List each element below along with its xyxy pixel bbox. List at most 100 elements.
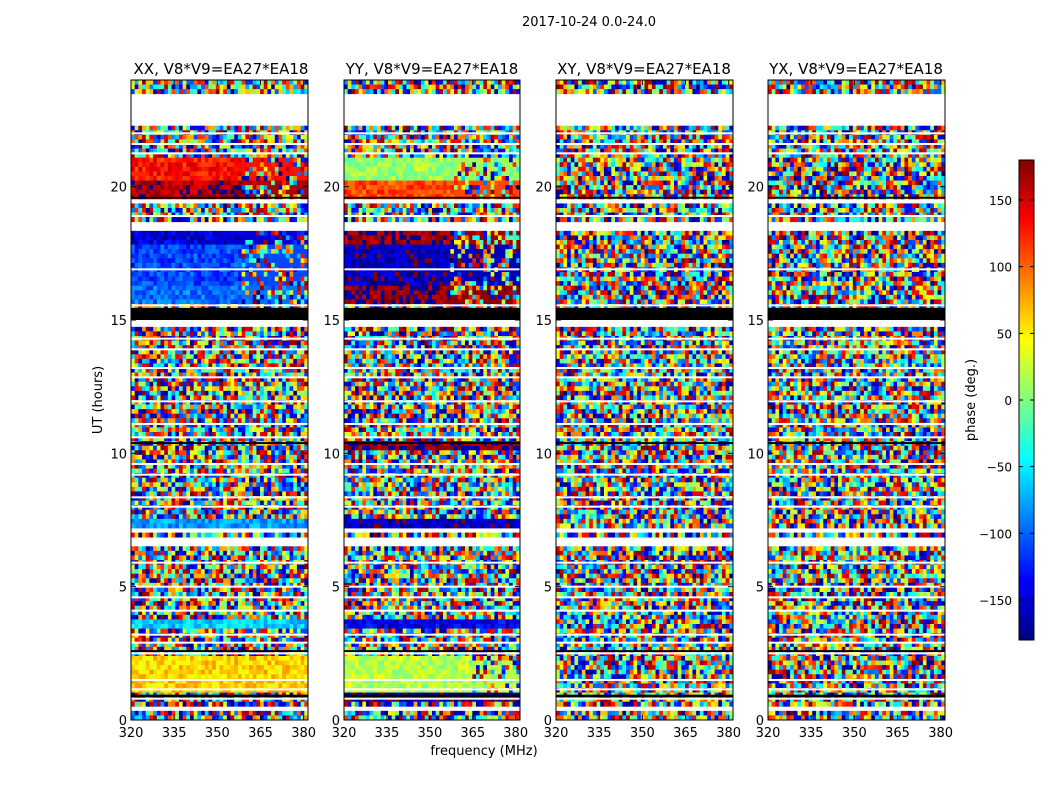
heat-cell: [161, 126, 165, 131]
heat-cell: [157, 249, 161, 254]
heat-cell: [157, 181, 161, 186]
heat-cell: [231, 176, 235, 181]
heat-cell: [161, 167, 165, 172]
heat-cell: [234, 135, 238, 140]
heat-cell: [297, 240, 301, 245]
heat-cell: [168, 80, 172, 85]
heat-cell: [220, 126, 224, 131]
heat-cell: [161, 235, 165, 240]
heat-cell: [208, 80, 212, 85]
heat-cell: [146, 240, 150, 245]
heat-cell: [161, 176, 165, 181]
heat-cell: [234, 162, 238, 167]
heat-cell: [149, 167, 153, 172]
heat-cell: [286, 85, 290, 90]
heat-cell: [138, 89, 142, 94]
heat-cell: [216, 217, 220, 222]
heat-cell: [216, 231, 220, 236]
heat-cell: [146, 245, 150, 250]
heat-cell: [279, 217, 283, 222]
heat-cell: [197, 217, 201, 222]
heat-cell: [301, 162, 305, 167]
heat-cell: [164, 89, 168, 94]
heat-cell: [131, 162, 135, 167]
heat-cell: [135, 208, 139, 213]
heat-cell: [142, 245, 146, 250]
heat-cell: [186, 249, 190, 254]
heat-cell: [157, 126, 161, 131]
heat-cell: [282, 231, 286, 236]
heat-cell: [279, 203, 283, 208]
heat-cell: [157, 208, 161, 213]
heat-cell: [279, 245, 283, 250]
heat-cell: [216, 208, 220, 213]
heat-cell: [208, 89, 212, 94]
heat-cell: [271, 254, 275, 259]
heat-cell: [282, 135, 286, 140]
heat-cell: [256, 89, 260, 94]
heat-cell: [161, 190, 165, 195]
heat-cell: [168, 126, 172, 131]
heat-cell: [249, 181, 253, 186]
heat-cell: [179, 231, 183, 236]
heat-cell: [256, 80, 260, 85]
heat-cell: [271, 203, 275, 208]
heat-cell: [138, 171, 142, 176]
heat-cell: [245, 258, 249, 263]
heat-cell: [242, 89, 246, 94]
heat-cell: [183, 240, 187, 245]
heat-cell: [161, 85, 165, 90]
heat-cell: [131, 181, 135, 186]
heat-cell: [201, 89, 205, 94]
heat-cell: [279, 167, 283, 172]
heat-cell: [153, 254, 157, 259]
heat-cell: [253, 85, 257, 90]
heat-cell: [161, 231, 165, 236]
heat-cell: [286, 167, 290, 172]
heat-cell: [267, 190, 271, 195]
heat-cell: [234, 80, 238, 85]
heat-cell: [293, 217, 297, 222]
heat-cell: [142, 235, 146, 240]
heat-cell: [227, 135, 231, 140]
heat-cell: [231, 135, 235, 140]
heat-cell: [249, 254, 253, 259]
heat-cell: [205, 167, 209, 172]
heat-cell: [186, 203, 190, 208]
heat-cell: [245, 167, 249, 172]
heat-cell: [275, 167, 279, 172]
heat-cell: [231, 80, 235, 85]
heat-cell: [212, 258, 216, 263]
heat-cell: [297, 171, 301, 176]
heat-cell: [179, 240, 183, 245]
heat-cell: [231, 185, 235, 190]
heat-cell: [197, 190, 201, 195]
heat-cell: [149, 135, 153, 140]
heat-cell: [138, 245, 142, 250]
heat-cell: [131, 235, 135, 240]
heat-cell: [271, 231, 275, 236]
heat-cell: [135, 235, 139, 240]
heat-cell: [227, 171, 231, 176]
heat-cell: [135, 171, 139, 176]
heat-cell: [212, 176, 216, 181]
heat-cell: [146, 135, 150, 140]
heat-cell: [142, 185, 146, 190]
heat-cell: [175, 158, 179, 163]
heat-cell: [301, 167, 305, 172]
heat-cell: [201, 217, 205, 222]
heat-cell: [172, 89, 176, 94]
heat-cell: [138, 203, 142, 208]
heat-cell: [286, 240, 290, 245]
heat-cell: [238, 217, 242, 222]
heat-cell: [282, 167, 286, 172]
heat-cell: [231, 167, 235, 172]
heat-cell: [249, 171, 253, 176]
heat-cell: [290, 254, 294, 259]
heat-cell: [220, 135, 224, 140]
heat-cell: [282, 190, 286, 195]
heat-cell: [271, 167, 275, 172]
panel-title: XX, V8*V9=EA27*EA18: [134, 60, 309, 78]
heat-cell: [234, 249, 238, 254]
heat-cell: [153, 158, 157, 163]
